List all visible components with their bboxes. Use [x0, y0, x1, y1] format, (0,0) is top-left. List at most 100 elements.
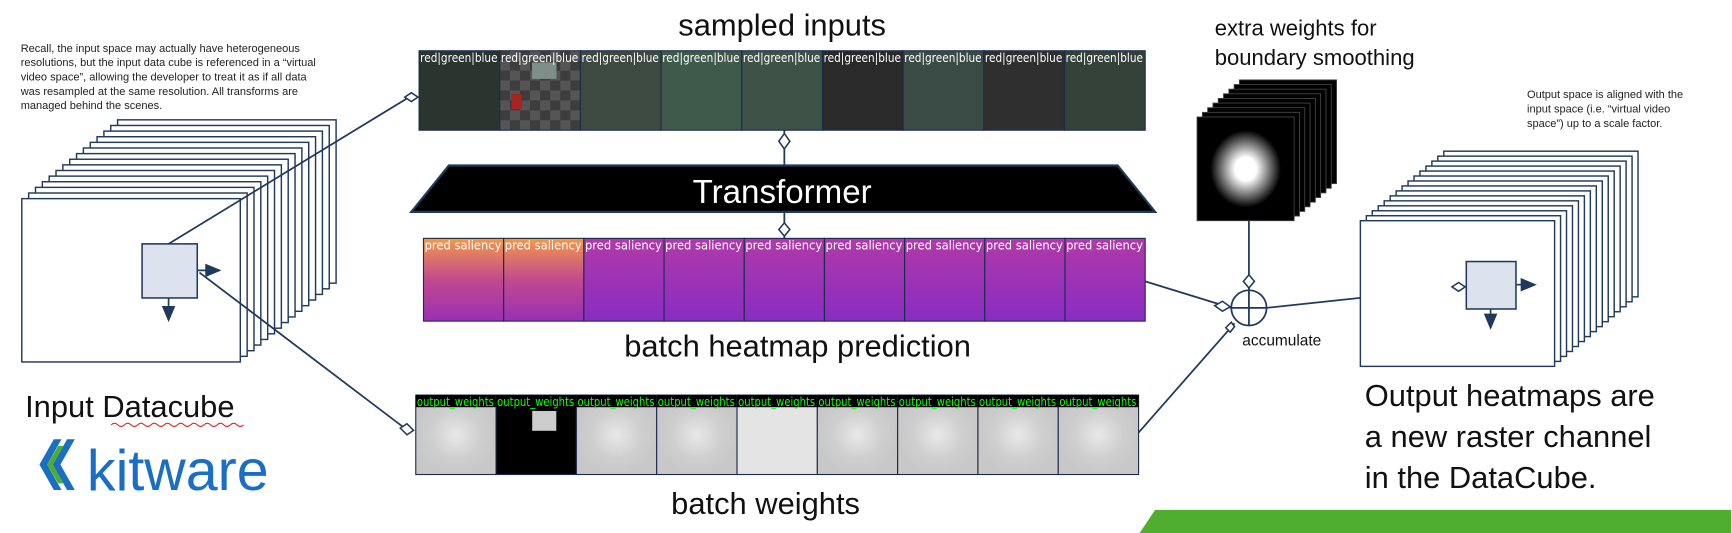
tile-image	[583, 238, 665, 322]
tile-image	[503, 238, 584, 322]
tile-label-bg	[977, 395, 1059, 408]
tile-label: red|green|blue	[420, 51, 497, 66]
connector-diamond	[399, 422, 415, 436]
logo-mark-accent	[47, 445, 64, 484]
logo-mark	[39, 439, 75, 490]
transformer-label: Transformer	[693, 174, 872, 211]
checker	[560, 80, 571, 91]
tile-label: pred saliency	[505, 238, 582, 252]
connector	[1144, 280, 1232, 309]
checker	[519, 80, 531, 91]
checker	[519, 100, 531, 111]
accumulate-plus	[1231, 290, 1267, 326]
tile-image	[904, 238, 985, 322]
inner-block	[141, 243, 199, 299]
tile-label: red|green|blue	[582, 51, 659, 66]
tile-label-bg	[656, 395, 738, 408]
connector-diamond	[1242, 273, 1256, 290]
input-note: managed behind the scenes.	[21, 100, 162, 112]
output-note: input space (i.e. “virtual video	[1527, 104, 1670, 116]
checker	[519, 60, 531, 71]
checker	[550, 50, 561, 61]
checker	[499, 60, 510, 71]
checker	[550, 110, 561, 121]
input-note: was resampled at the same resolution. Al…	[20, 86, 298, 98]
tile-label-bg	[576, 395, 657, 408]
connector-diamond	[777, 132, 791, 151]
connector	[1137, 322, 1236, 434]
checker	[519, 120, 531, 131]
connector-diamond	[777, 221, 791, 238]
output-side: Output space is aligned with the input sp…	[1359, 89, 1683, 495]
tile-label: output_weights	[497, 395, 574, 409]
tile-image	[977, 395, 1059, 475]
tile-label: pred saliency	[906, 238, 983, 252]
tile-image	[817, 395, 898, 475]
tile-label-bg	[897, 395, 978, 408]
connector-diamond	[1224, 321, 1236, 334]
output-note: space”) up to a scale factor.	[1527, 118, 1662, 130]
output-text: a new raster channel	[1365, 419, 1652, 454]
tile-image	[656, 395, 738, 475]
roof	[532, 62, 557, 79]
checker	[509, 70, 520, 81]
input-cube-label: Input Datacube	[25, 389, 234, 424]
mask	[496, 395, 577, 475]
tile-label: pred saliency	[425, 238, 502, 252]
inner-block	[1465, 260, 1517, 310]
footer-bar	[1139, 509, 1732, 533]
tile-label: output_weights	[658, 395, 735, 409]
tile-image	[415, 395, 497, 475]
frame	[21, 197, 242, 363]
tile-label: pred saliency	[826, 238, 903, 252]
transformer-block	[409, 164, 1158, 213]
connector-diamond	[1450, 281, 1467, 293]
checker	[540, 80, 551, 91]
arrow	[197, 263, 222, 278]
checker	[509, 110, 520, 121]
checker	[509, 50, 520, 61]
connector	[168, 96, 410, 245]
tile-label-bg	[817, 395, 898, 408]
tile-label: red|green|blue	[824, 51, 901, 66]
checker	[570, 90, 581, 101]
tile-image	[741, 50, 823, 131]
checker	[499, 100, 510, 111]
tile-border	[1063, 50, 1146, 131]
tile-label: output_weights	[577, 395, 654, 409]
tile-label: output_weights	[899, 395, 976, 409]
tile-label-bg	[737, 395, 818, 408]
tile-image	[822, 50, 904, 131]
roof	[511, 94, 522, 109]
arrow	[1515, 277, 1537, 292]
tile-label: red|green|blue	[501, 51, 578, 66]
tile-label: output_weights	[1059, 395, 1136, 409]
tile-label: output_weights	[417, 395, 494, 409]
tile-label: output_weights	[979, 395, 1056, 409]
output-text: in the DataCube.	[1365, 460, 1597, 495]
connector	[198, 271, 406, 429]
weights-title: batch weights	[671, 486, 860, 521]
tile-label: pred saliency	[986, 238, 1063, 252]
tile-label: red|green|blue	[743, 51, 820, 66]
tile-border	[1064, 237, 1146, 322]
input-note: video space”, allowing the developer to …	[21, 72, 308, 84]
checker	[560, 60, 571, 71]
tile-label-bg	[1058, 395, 1139, 408]
tile-image	[576, 395, 657, 475]
checker	[540, 120, 551, 131]
tile-label: red|green|blue	[985, 51, 1062, 66]
checker	[530, 90, 541, 101]
tile-image	[897, 395, 978, 475]
frame	[1359, 219, 1556, 368]
spellcheck-squiggle	[110, 422, 245, 428]
connector-diamond	[403, 91, 420, 103]
checker	[570, 70, 581, 81]
tile-image	[1058, 395, 1139, 475]
sampled-inputs-title: sampled inputs	[678, 7, 886, 42]
tile-image	[737, 395, 818, 475]
accumulate-label: accumulate	[1242, 332, 1321, 349]
checker	[530, 110, 541, 121]
